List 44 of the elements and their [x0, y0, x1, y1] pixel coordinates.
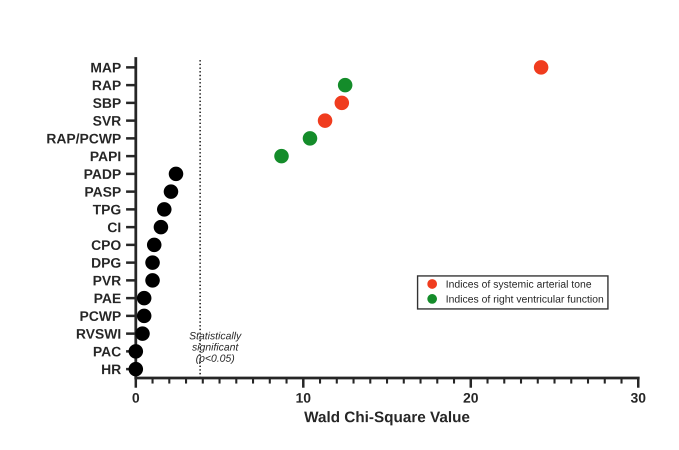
y-tick-label: SBP: [93, 98, 121, 108]
point: [145, 273, 160, 288]
point: [135, 326, 150, 341]
y-tick-label: SVR: [93, 116, 121, 126]
y-tick-label: RAP/PCWP: [47, 133, 121, 144]
point: [164, 184, 178, 199]
y-tick-label: RAP: [92, 80, 121, 90]
y-tick-label: PAC: [94, 346, 121, 357]
y-tick-label: CPO: [92, 240, 121, 250]
y-tick-label: PAPI: [90, 152, 120, 162]
point: [136, 308, 152, 324]
point: [156, 202, 172, 217]
x-tick-label: 30: [630, 392, 646, 403]
y-tick-label: DPG: [92, 258, 120, 268]
point: [145, 255, 160, 270]
point: [128, 344, 144, 359]
point: [302, 131, 318, 146]
x-tick-label: 10: [296, 392, 310, 403]
point: [128, 362, 144, 376]
y-tick-label: RVSWI: [76, 328, 120, 339]
point: [136, 290, 152, 306]
legend-label: Indices of systemic arterial tone: [446, 280, 592, 290]
legend-label: Indices of right ventricular function: [446, 295, 604, 305]
y-tick-label: MAP: [91, 62, 121, 72]
y-tick-label: PADP: [84, 169, 121, 179]
y-tick-label: PASP: [85, 186, 121, 197]
y-tick-label: CI: [108, 222, 120, 232]
y-tick-label: PCWP: [80, 311, 121, 322]
y-tick-label: HR: [102, 364, 121, 374]
point: [154, 220, 168, 234]
point: [274, 148, 289, 164]
x-tick-label: 0: [132, 392, 140, 403]
x-axis-title: Wald Chi-Square Value: [304, 411, 470, 426]
y-tick-label: PAE: [94, 294, 121, 304]
y-tick-label: PVR: [94, 276, 121, 286]
point: [168, 166, 184, 182]
y-tick-label: TPG: [92, 204, 120, 215]
point: [334, 96, 350, 110]
point: [318, 113, 332, 128]
ref-line-label: Statistically significant (p<0.05): [189, 332, 242, 364]
point: [534, 60, 548, 75]
x-tick-label: 20: [464, 392, 478, 403]
point: [146, 238, 162, 252]
point: [338, 78, 352, 92]
